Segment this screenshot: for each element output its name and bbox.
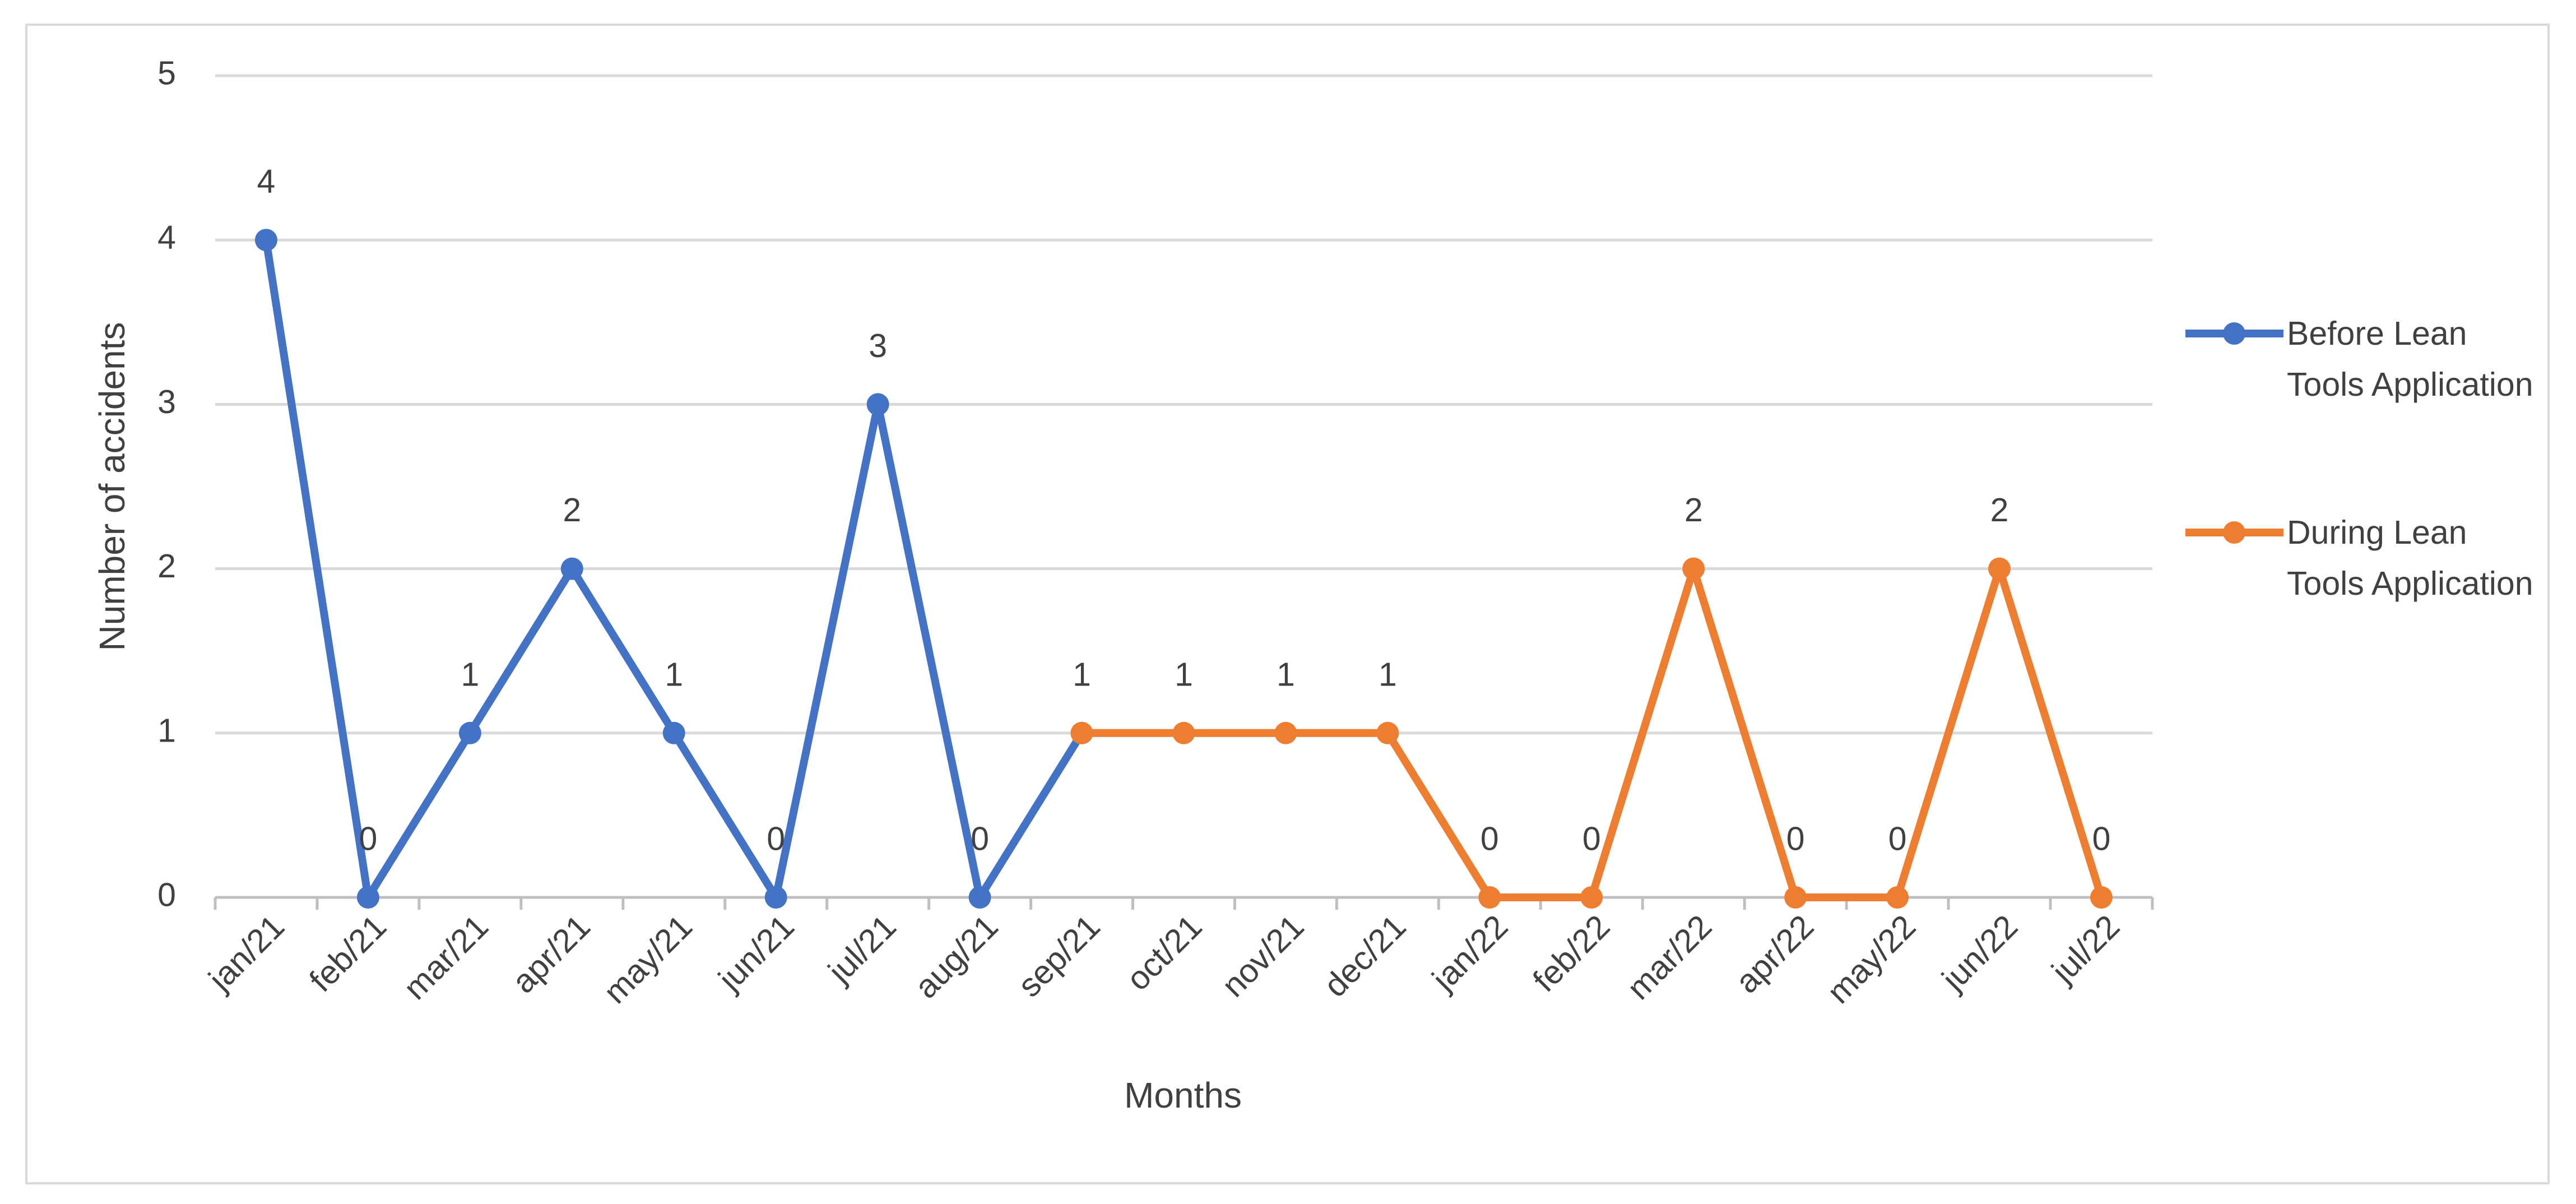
data-label: 1 — [1378, 656, 1397, 693]
y-tick-label: 5 — [157, 55, 176, 92]
point — [254, 229, 277, 252]
data-label: 1 — [1277, 656, 1295, 693]
data-label: 3 — [869, 327, 887, 364]
data-label: 0 — [1480, 821, 1499, 858]
data-label: 1 — [461, 656, 479, 693]
y-tick-label: 2 — [157, 548, 176, 585]
data-label: 0 — [767, 821, 785, 858]
point — [1376, 721, 1399, 744]
data-label: 0 — [2092, 821, 2111, 858]
data-label: 1 — [1073, 656, 1091, 693]
y-tick-label: 4 — [157, 219, 176, 256]
point — [1682, 557, 1705, 580]
data-label: 2 — [1684, 492, 1703, 529]
data-label: 0 — [971, 821, 989, 858]
x-axis-title: Months — [1124, 1075, 1242, 1115]
legend-marker — [2223, 521, 2245, 544]
data-label: 0 — [1582, 821, 1601, 858]
point — [1784, 886, 1807, 909]
data-label: 1 — [665, 656, 683, 693]
point — [1070, 721, 1093, 744]
data-label: 1 — [1175, 656, 1193, 693]
point — [662, 721, 685, 744]
y-tick-label: 0 — [157, 877, 176, 914]
legend-label: During Lean Tools Application — [2287, 514, 2533, 602]
point — [1172, 721, 1195, 744]
point — [458, 721, 481, 744]
point — [1886, 886, 1909, 909]
point — [866, 393, 889, 416]
data-label: 0 — [1786, 821, 1805, 858]
data-label: 2 — [563, 492, 581, 529]
data-label: 4 — [257, 163, 276, 200]
point — [1274, 721, 1297, 744]
point — [1580, 886, 1603, 909]
data-label: 0 — [1888, 821, 1907, 858]
data-label: 2 — [1990, 492, 2009, 529]
y-axis-title: Number of accidents — [92, 322, 132, 651]
point — [968, 886, 991, 909]
chart-border — [25, 24, 2550, 1184]
legend-marker — [2223, 322, 2245, 345]
legend-label: Before Lean Tools Application — [2287, 315, 2533, 403]
point — [356, 886, 379, 909]
point — [560, 557, 583, 580]
point — [1988, 557, 2011, 580]
data-label: 0 — [359, 821, 378, 858]
point — [1478, 886, 1501, 909]
y-tick-label: 1 — [157, 712, 176, 749]
y-tick-label: 3 — [157, 383, 176, 420]
point — [764, 886, 787, 909]
point — [2090, 886, 2113, 909]
